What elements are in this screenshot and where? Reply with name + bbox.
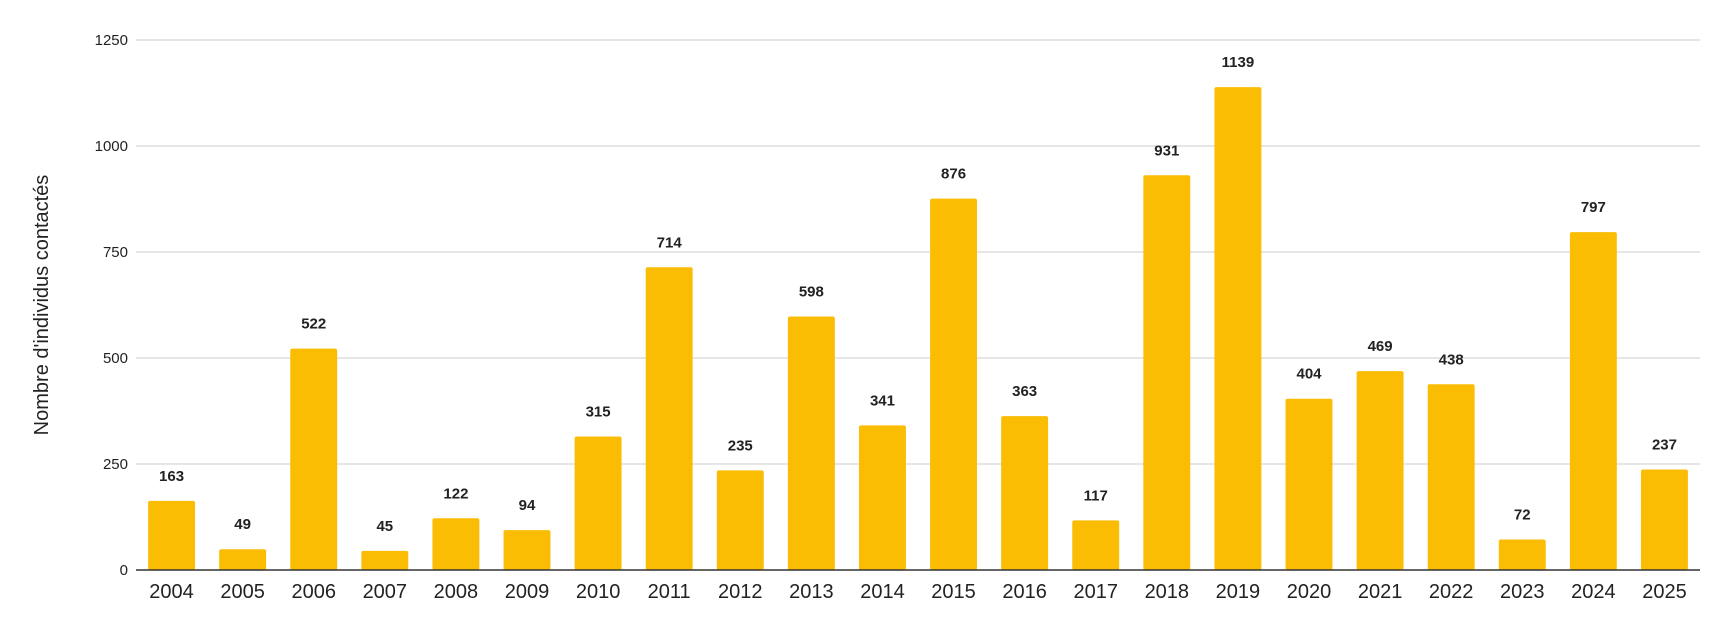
- y-tick-label: 500: [103, 350, 128, 367]
- x-tick-label-2019: 2019: [1216, 581, 1261, 603]
- y-tick-label: 0: [120, 562, 128, 579]
- bar-2006: [290, 348, 338, 570]
- x-tick-label-2010: 2010: [576, 581, 621, 603]
- x-tick-label-2014: 2014: [860, 581, 905, 603]
- data-label-2017: 117: [1084, 487, 1108, 504]
- x-tick-label-2008: 2008: [434, 581, 479, 603]
- data-label-2023: 72: [1514, 506, 1531, 523]
- bar-2020: [1285, 398, 1333, 570]
- bar-2022: [1427, 384, 1475, 570]
- x-tick-label-2007: 2007: [363, 581, 408, 603]
- bar-2019: [1214, 87, 1262, 571]
- bar-2025: [1640, 469, 1688, 570]
- x-tick-label-2023: 2023: [1500, 581, 1545, 603]
- bar-2024: [1569, 232, 1617, 570]
- bar-2010: [574, 436, 622, 570]
- bar-2017: [1072, 520, 1120, 570]
- data-label-2013: 598: [799, 283, 824, 300]
- x-tick-label-2018: 2018: [1145, 581, 1190, 603]
- bar-2005: [219, 549, 267, 570]
- bar-2009: [503, 530, 551, 570]
- y-tick-label: 1000: [95, 138, 128, 155]
- bar-2012: [716, 470, 764, 570]
- bar-2008: [432, 518, 480, 570]
- data-label-2022: 438: [1439, 351, 1464, 368]
- data-label-2024: 797: [1581, 199, 1606, 216]
- data-label-2010: 315: [586, 403, 611, 420]
- y-axis-label: Nombre d'individus contactés: [31, 175, 53, 436]
- y-tick-label: 750: [103, 244, 128, 261]
- x-tick-label-2011: 2011: [648, 581, 691, 603]
- bar-2011: [645, 267, 693, 570]
- y-tick-label: 1250: [95, 32, 128, 49]
- data-label-2012: 235: [728, 437, 753, 454]
- data-label-2025: 237: [1652, 437, 1677, 454]
- data-labels: 163 49 522 45 122 94 315 714 235 598 341 876 363 117 9…: [159, 54, 1677, 535]
- x-tick-label-2012: 2012: [718, 581, 763, 603]
- x-tick-label-2020: 2020: [1287, 581, 1332, 603]
- x-tick-label-2006: 2006: [291, 581, 336, 603]
- bar-2023: [1498, 539, 1546, 570]
- x-tick-label-2015: 2015: [931, 581, 976, 603]
- x-tick-label-2016: 2016: [1002, 581, 1047, 603]
- x-tick-label-2025: 2025: [1642, 581, 1687, 603]
- data-label-2021: 469: [1368, 338, 1393, 355]
- data-label-2006: 522: [301, 316, 326, 333]
- bar-2007: [361, 550, 409, 570]
- x-tick-label-2024: 2024: [1571, 581, 1616, 603]
- data-label-2007: 45: [376, 518, 393, 535]
- bar-2016: [1001, 416, 1049, 570]
- x-axis-ticks: 2004 2005 2006 2007 2008 2009 2010 2011 2012 2013…: [149, 581, 1686, 603]
- data-label-2004: 163: [159, 468, 184, 485]
- data-label-2016: 363: [1012, 383, 1037, 400]
- x-tick-label-2013: 2013: [789, 581, 834, 603]
- y-axis-ticks: 0 250 500 750 1000 1250: [95, 32, 128, 579]
- bar-2013: [787, 316, 835, 570]
- data-label-2008: 122: [443, 485, 468, 502]
- data-label-2009: 94: [519, 497, 536, 514]
- x-tick-label-2022: 2022: [1429, 581, 1474, 603]
- x-tick-label-2017: 2017: [1073, 581, 1118, 603]
- data-label-2005: 49: [234, 516, 251, 533]
- data-label-2018: 931: [1154, 142, 1179, 159]
- bar-2004: [148, 500, 196, 570]
- data-label-2011: 714: [657, 234, 683, 251]
- data-label-2019: 1139: [1222, 54, 1255, 71]
- data-label-2014: 341: [870, 392, 895, 409]
- x-tick-label-2004: 2004: [149, 581, 194, 603]
- data-label-2020: 404: [1296, 366, 1322, 383]
- y-tick-label: 250: [103, 456, 128, 473]
- bar-2021: [1356, 371, 1404, 570]
- bar-2015: [930, 198, 978, 571]
- bars: [148, 87, 1688, 571]
- x-tick-label-2005: 2005: [220, 581, 265, 603]
- data-label-2015: 876: [941, 166, 966, 183]
- x-tick-label-2009: 2009: [505, 581, 550, 603]
- bar-2018: [1143, 175, 1191, 571]
- bar-2014: [858, 425, 906, 570]
- x-tick-label-2021: 2021: [1358, 581, 1403, 603]
